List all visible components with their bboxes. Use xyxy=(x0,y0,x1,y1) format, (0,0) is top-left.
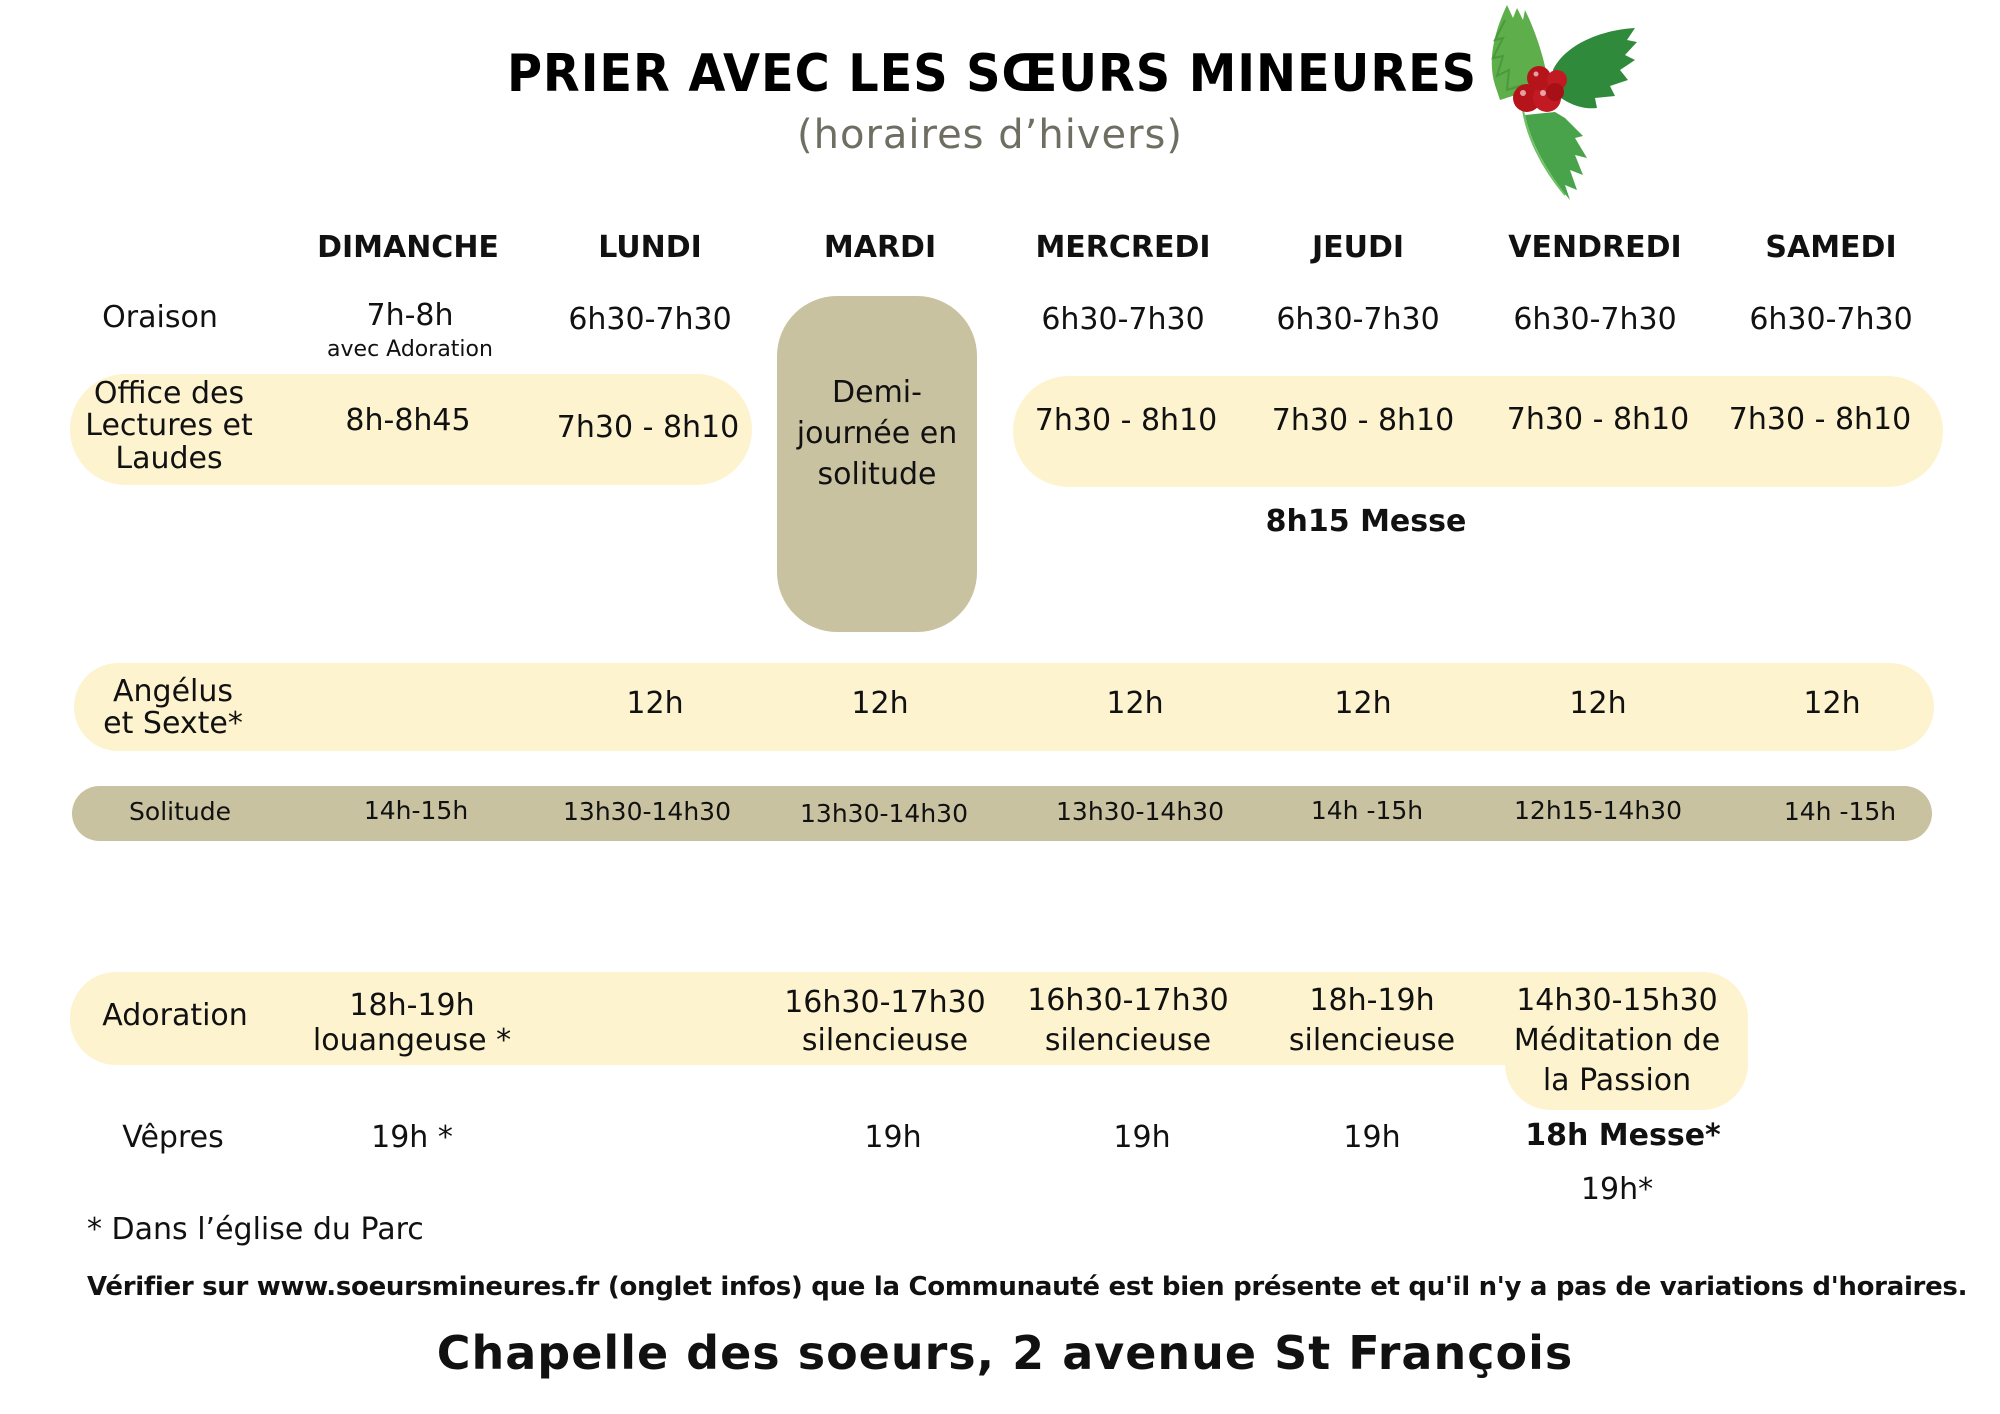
disclaimer: Vérifier sur www.soeursmineures.fr (ongl… xyxy=(87,1272,1968,1302)
day-header-samedi: SAMEDI xyxy=(1765,230,1897,265)
vepres-mardi: 19h xyxy=(864,1120,922,1155)
row-label-oraison: Oraison xyxy=(102,300,218,335)
day-header-jeudi: JEUDI xyxy=(1311,230,1405,265)
vepres-dimanche: 19h * xyxy=(371,1120,453,1155)
oraison-samedi: 6h30-7h30 xyxy=(1749,302,1913,337)
angelus-mardi: 12h xyxy=(851,686,909,721)
office-lundi: 7h30 - 8h10 xyxy=(556,410,740,445)
adoration-mercredi: 16h30-17h30 silencieuse xyxy=(1027,983,1229,1058)
office-dimanche: 8h-8h45 xyxy=(345,403,471,438)
solitude-jeudi: 14h -15h xyxy=(1310,796,1424,825)
solitude-dimanche: 14h-15h xyxy=(363,796,469,825)
vepres-vendredi-messe: 18h Messe* xyxy=(1525,1118,1721,1153)
office-pill-right xyxy=(1013,376,1943,487)
angelus-mercredi: 12h xyxy=(1106,686,1164,721)
address: Chapelle des soeurs, 2 avenue St Françoi… xyxy=(436,1326,1574,1380)
row-label-vepres: Vêpres xyxy=(122,1120,224,1155)
solitude-pill xyxy=(72,786,1932,841)
solitude-samedi: 14h -15h xyxy=(1783,797,1897,826)
solitude-lundi: 13h30-14h30 xyxy=(563,797,731,826)
day-header-mercredi: MERCREDI xyxy=(1035,230,1211,265)
messe-jeudi: 8h15 Messe xyxy=(1265,504,1467,539)
adoration-pill xyxy=(70,972,1748,1065)
vepres-vendredi: 19h* xyxy=(1580,1172,1654,1207)
office-mercredi: 7h30 - 8h10 xyxy=(1034,403,1218,438)
row-label-adoration: Adoration xyxy=(102,998,248,1033)
oraison-mercredi: 6h30-7h30 xyxy=(1041,302,1205,337)
adoration-mardi: 16h30-17h30 silencieuse xyxy=(784,985,986,1058)
page-subtitle: (horaires d’hivers) xyxy=(797,112,1183,158)
oraison-vendredi: 6h30-7h30 xyxy=(1513,302,1677,337)
solitude-vendredi: 12h15-14h30 xyxy=(1514,796,1682,825)
solitude-mercredi: 13h30-14h30 xyxy=(1056,797,1224,826)
adoration-dimanche: 18h-19h louangeuse * xyxy=(312,988,512,1058)
angelus-samedi: 12h xyxy=(1803,686,1861,721)
oraison-dimanche: 7h-8h xyxy=(366,298,454,333)
office-pill-left xyxy=(70,374,752,485)
footnote: * Dans l’église du Parc xyxy=(87,1212,424,1247)
office-jeudi: 7h30 - 8h10 xyxy=(1271,403,1455,438)
mardi-solitude-block xyxy=(777,296,977,632)
oraison-lundi: 6h30-7h30 xyxy=(568,302,732,337)
day-header-lundi: LUNDI xyxy=(598,230,702,265)
adoration-jeudi: 18h-19h silencieuse xyxy=(1288,983,1456,1058)
oraison-dimanche-note: avec Adoration xyxy=(327,337,493,362)
angelus-lundi: 12h xyxy=(626,686,684,721)
angelus-pill xyxy=(74,663,1934,751)
oraison-jeudi: 6h30-7h30 xyxy=(1276,302,1440,337)
vepres-mercredi: 19h xyxy=(1113,1120,1171,1155)
day-header-mardi: MARDI xyxy=(823,230,937,265)
holly-icon xyxy=(1465,0,1665,210)
angelus-vendredi: 12h xyxy=(1569,686,1627,721)
row-label-office: Office des Lectures et Laudes xyxy=(85,376,253,476)
vepres-jeudi: 19h xyxy=(1343,1120,1401,1155)
row-label-angelus: Angélus et Sexte* xyxy=(103,674,243,742)
angelus-jeudi: 12h xyxy=(1334,686,1392,721)
adoration-vendredi-extension xyxy=(1505,972,1748,1110)
solitude-mardi: 13h30-14h30 xyxy=(800,799,968,828)
page-title: PRIER AVEC LES SŒURS MINEURES xyxy=(506,44,1478,104)
mardi-solitude-text: Demi- journée en solitude xyxy=(796,375,958,492)
day-header-dimanche: DIMANCHE xyxy=(317,230,499,265)
office-vendredi: 7h30 - 8h10 xyxy=(1506,402,1690,437)
day-header-vendredi: VENDREDI xyxy=(1508,230,1682,265)
office-samedi: 7h30 - 8h10 xyxy=(1728,402,1912,437)
adoration-vendredi: 14h30-15h30 Méditation de la Passion xyxy=(1513,983,1721,1098)
row-label-solitude: Solitude xyxy=(129,797,231,826)
